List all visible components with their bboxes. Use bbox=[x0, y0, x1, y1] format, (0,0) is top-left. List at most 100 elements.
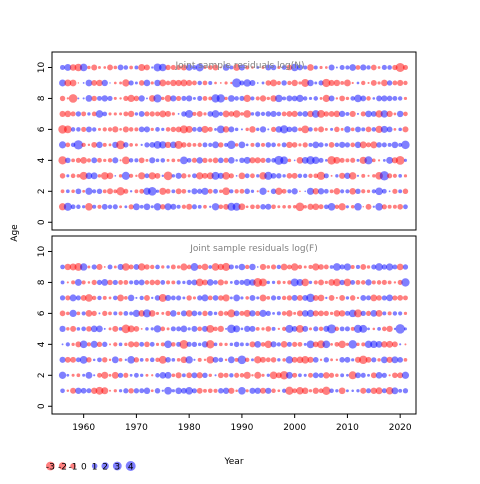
residual-point bbox=[297, 341, 303, 347]
residual-point bbox=[303, 205, 307, 209]
residual-point bbox=[71, 158, 76, 163]
residual-point bbox=[403, 311, 408, 316]
residual-point bbox=[81, 142, 86, 148]
residual-point bbox=[203, 358, 207, 362]
residual-point bbox=[381, 372, 387, 378]
residual-point bbox=[270, 357, 277, 363]
residual-point bbox=[296, 387, 304, 395]
residual-point bbox=[213, 388, 218, 393]
residual-point bbox=[256, 190, 259, 193]
residual-point bbox=[82, 97, 85, 100]
residual-point bbox=[81, 326, 86, 332]
residual-point bbox=[123, 280, 129, 285]
residual-point bbox=[344, 310, 350, 316]
residual-point bbox=[180, 325, 188, 333]
residual-point bbox=[181, 387, 187, 394]
residual-point bbox=[102, 127, 107, 132]
residual-point bbox=[232, 110, 241, 118]
residual-point bbox=[92, 189, 97, 194]
residual-point bbox=[276, 342, 281, 347]
panel-logN-y-axis: 0 2 4 6 8 10 bbox=[37, 61, 52, 225]
residual-point bbox=[208, 265, 213, 269]
residual-point bbox=[291, 142, 298, 148]
residual-point bbox=[364, 156, 373, 165]
residual-point bbox=[161, 265, 165, 269]
residual-point bbox=[118, 389, 123, 393]
residual-point bbox=[234, 189, 239, 194]
residual-point bbox=[307, 79, 314, 87]
residual-point bbox=[365, 126, 372, 133]
residual-point bbox=[213, 326, 218, 332]
residual-point bbox=[208, 80, 213, 85]
residual-point bbox=[403, 111, 408, 117]
residual-point bbox=[228, 173, 234, 179]
residual-point bbox=[296, 356, 304, 364]
residual-point bbox=[282, 280, 286, 285]
residual-point bbox=[323, 372, 330, 379]
residual-point bbox=[244, 264, 250, 270]
residual-point bbox=[176, 358, 181, 362]
residual-point bbox=[129, 143, 133, 147]
residual-point bbox=[102, 310, 108, 317]
residual-point bbox=[299, 190, 301, 193]
residual-point bbox=[160, 158, 166, 163]
residual-point bbox=[351, 358, 355, 362]
residual-point bbox=[134, 127, 139, 132]
residual-point bbox=[174, 140, 183, 149]
residual-point bbox=[392, 295, 398, 301]
residual-point bbox=[355, 372, 361, 379]
residual-point bbox=[338, 203, 346, 211]
residual-point bbox=[114, 174, 117, 177]
residual-point bbox=[195, 278, 204, 287]
residual-point bbox=[234, 127, 239, 132]
residual-point bbox=[319, 65, 323, 70]
residual-point bbox=[80, 157, 87, 164]
residual-point bbox=[150, 327, 154, 331]
residual-point bbox=[170, 264, 176, 270]
panel-logN-frame bbox=[51, 51, 417, 231]
residual-point bbox=[359, 355, 368, 365]
residual-point bbox=[343, 278, 352, 287]
residual-point bbox=[392, 264, 398, 270]
residual-point bbox=[79, 263, 88, 271]
residual-point bbox=[112, 157, 119, 164]
residual-point bbox=[240, 112, 244, 116]
residual-point bbox=[218, 388, 224, 394]
residual-point bbox=[322, 78, 331, 88]
residual-point bbox=[345, 189, 350, 194]
residual-point bbox=[328, 295, 335, 301]
residual-point bbox=[223, 311, 229, 316]
residual-point bbox=[249, 79, 256, 86]
residual-point bbox=[121, 171, 130, 180]
residual-point bbox=[219, 66, 222, 69]
residual-point bbox=[207, 188, 213, 194]
residual-point bbox=[292, 388, 298, 394]
panel-logF-frame bbox=[51, 235, 417, 415]
residual-point bbox=[244, 188, 250, 195]
residual-point bbox=[386, 294, 393, 302]
residual-point bbox=[234, 372, 240, 378]
residual-point bbox=[197, 204, 202, 209]
legend-label: 1 bbox=[92, 463, 98, 473]
x-tick-label: 2010 bbox=[336, 423, 359, 433]
residual-point bbox=[296, 324, 304, 333]
residual-point bbox=[224, 358, 228, 362]
residual-point bbox=[116, 140, 125, 150]
residual-point bbox=[101, 387, 109, 395]
residual-point bbox=[285, 371, 293, 379]
residual-point bbox=[333, 156, 341, 164]
residual-point bbox=[212, 356, 219, 363]
residual-point bbox=[386, 340, 394, 348]
residual-point bbox=[281, 188, 287, 194]
residual-point bbox=[238, 386, 246, 395]
residual-point bbox=[112, 126, 119, 133]
residual-point bbox=[249, 387, 256, 394]
residual-point bbox=[381, 95, 388, 102]
residual-point bbox=[82, 373, 86, 377]
residual-point bbox=[227, 324, 236, 334]
residual-point bbox=[166, 265, 170, 269]
residual-point bbox=[197, 95, 203, 101]
residual-point bbox=[113, 265, 117, 269]
residual-point bbox=[191, 372, 198, 379]
residual-point bbox=[397, 79, 404, 87]
